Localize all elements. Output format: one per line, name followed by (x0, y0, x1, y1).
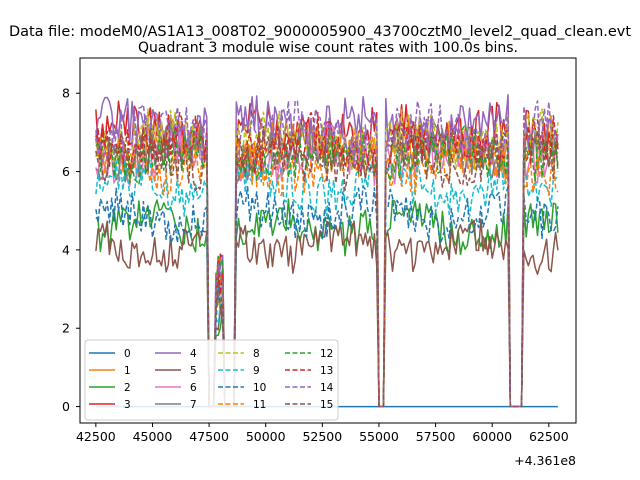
chart-title: Quadrant 3 module wise count rates with … (138, 40, 518, 56)
x-tick-label: 60000 (472, 429, 512, 444)
series-line-10 (95, 185, 559, 408)
legend-label-5: 5 (190, 365, 197, 377)
legend-label-9: 9 (253, 365, 260, 377)
x-tick-label: 52500 (302, 429, 342, 444)
legend-label-13: 13 (320, 365, 333, 377)
legend-label-6: 6 (190, 382, 197, 394)
legend-label-0: 0 (124, 348, 131, 360)
y-axis: 0 2 4 6 8 (62, 86, 80, 414)
y-tick-label: 6 (62, 164, 70, 179)
x-tick-label: 47500 (189, 429, 229, 444)
series-layer (95, 94, 559, 408)
series-line-15 (95, 127, 559, 408)
x-tick-label: 55000 (359, 429, 399, 444)
x-tick-label: 50000 (246, 429, 286, 444)
legend-box (84, 339, 339, 421)
x-axis: 42500 45000 47500 50000 52500 55000 57500 60000… (76, 423, 569, 444)
series-line-5 (95, 218, 559, 408)
legend-label-12: 12 (320, 348, 333, 360)
y-tick-label: 2 (62, 321, 70, 336)
x-tick-label: 45000 (133, 429, 173, 444)
legend-label-3: 3 (124, 399, 131, 411)
y-tick-label: 8 (62, 86, 70, 101)
legend-label-7: 7 (190, 399, 197, 411)
x-tick-label: 62500 (529, 429, 569, 444)
series-line-12 (95, 124, 559, 408)
legend-label-10: 10 (253, 382, 266, 394)
series-line-9 (95, 157, 559, 408)
legend-label-15: 15 (320, 399, 333, 411)
legend-label-2: 2 (124, 382, 131, 394)
plot-frame (79, 57, 577, 424)
legend-label-1: 1 (124, 365, 131, 377)
figure-suptitle: Data file: modeM0/AS1A13_008T02_90000059… (9, 24, 631, 40)
x-offset-label: +4.361e8 (514, 453, 576, 468)
legend-label-14: 14 (320, 382, 334, 394)
y-tick-label: 0 (62, 399, 70, 414)
series-line-14 (95, 99, 559, 408)
x-tick-label: 42500 (76, 429, 116, 444)
y-tick-label: 4 (62, 242, 70, 257)
legend-label-8: 8 (253, 348, 260, 360)
series-line-2 (95, 198, 559, 408)
legend-label-11: 11 (253, 399, 266, 411)
legend-label-4: 4 (190, 348, 197, 360)
x-tick-label: 57500 (416, 429, 456, 444)
